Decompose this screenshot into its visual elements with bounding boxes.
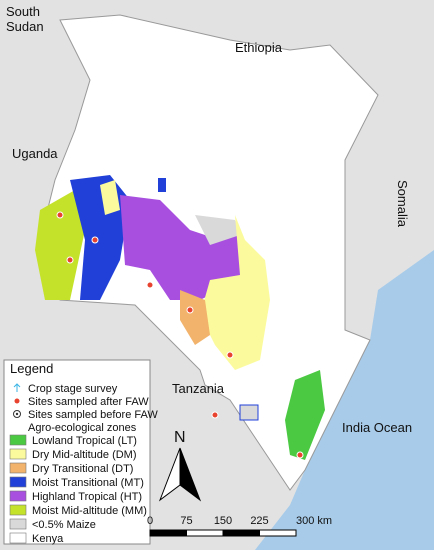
legend-swatch (9, 490, 27, 502)
country-label: Uganda (12, 146, 58, 161)
legend-swatch (9, 504, 27, 516)
zone-gray (195, 215, 240, 245)
scale-segment (222, 529, 260, 537)
zone-dm (200, 215, 270, 370)
site (91, 236, 99, 244)
legend-title: Legend (10, 361, 53, 376)
legend-swatch (9, 476, 27, 488)
sites (56, 211, 304, 459)
ocean (255, 250, 434, 550)
site (186, 306, 194, 314)
zones (35, 175, 325, 460)
zone-dm-small (100, 180, 120, 215)
legend-label: Crop stage survey (28, 383, 118, 395)
legend-subtitle: Agro-ecological zones (28, 422, 137, 434)
site (211, 411, 219, 419)
scale-label: 75 (180, 515, 192, 527)
legend-swatch (9, 518, 27, 530)
legend-swatch (9, 462, 27, 474)
arrow-right (179, 447, 202, 502)
country-label: Somalia (395, 180, 410, 228)
zone-lt (285, 370, 325, 460)
country-label: Ethiopia (235, 40, 283, 55)
zone-patch (158, 178, 166, 192)
legend-symbol (13, 383, 21, 392)
zone-mm (35, 190, 85, 300)
legend-label: <0.5% Maize (32, 519, 96, 531)
scale-segment (186, 529, 224, 537)
scale-label: 150 (214, 515, 232, 527)
legend-label: Kenya (32, 533, 64, 545)
zone-dt (180, 290, 210, 345)
legend-label: Sites sampled before FAW (28, 409, 158, 421)
zone-patch (239, 404, 259, 421)
legend-label: Moist Transitional (MT) (32, 477, 144, 489)
legend-label: Highland Tropical (HT) (32, 491, 142, 503)
north-arrow: N (158, 429, 202, 502)
legend-swatch (9, 434, 27, 446)
site (226, 351, 234, 359)
site (296, 451, 304, 459)
country-label: India Ocean (342, 420, 412, 435)
legend-symbol (14, 398, 20, 404)
legend-label: Moist Mid-altitude (MM) (32, 505, 147, 517)
legend-swatch (9, 448, 27, 460)
legend-symbol (15, 412, 19, 416)
legend-label: Dry Transitional (DT) (32, 463, 133, 475)
country-label: Tanzania (172, 381, 225, 396)
scale-bar: 0 75 150 225 300 km (147, 515, 332, 537)
legend-swatch (9, 532, 27, 544)
site (146, 281, 154, 289)
legend-box (3, 359, 151, 545)
site (56, 211, 64, 219)
scale-segment (149, 529, 187, 537)
legend-label: Sites sampled after FAW (28, 396, 149, 408)
scale-label: 225 (250, 515, 268, 527)
country-label: South Sudan (6, 4, 44, 34)
site (66, 256, 74, 264)
scale-segment (259, 529, 297, 537)
north-label: N (174, 429, 186, 446)
scale-label: 300 km (296, 515, 332, 527)
legend-label: Dry Mid-altitude (DM) (32, 449, 137, 461)
scale-label: 0 (147, 515, 153, 527)
zone-ht (120, 195, 240, 300)
legend-label: Lowland Tropical (LT) (32, 435, 137, 447)
